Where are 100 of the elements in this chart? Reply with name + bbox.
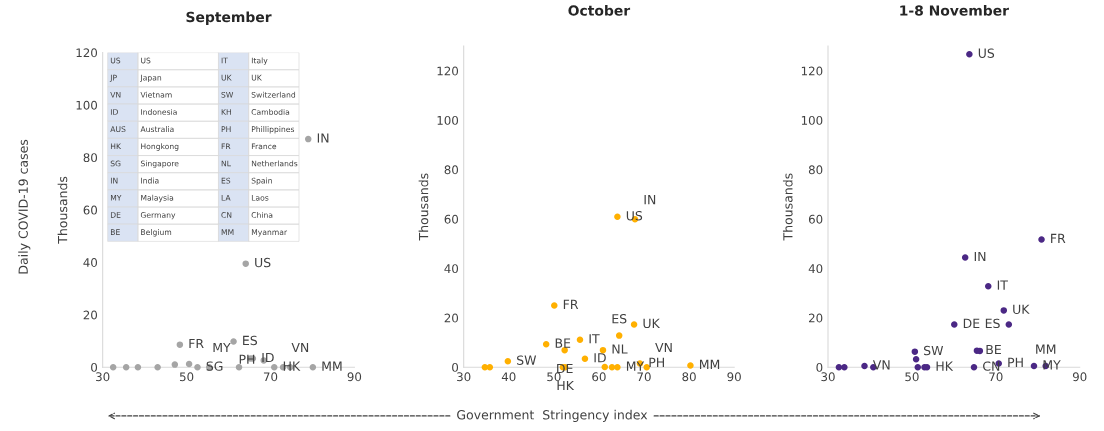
- data-label: US: [978, 48, 995, 58]
- point: [122, 363, 130, 371]
- data-label: FR: [189, 339, 204, 349]
- data-label: PH: [1008, 357, 1023, 367]
- point: [970, 363, 978, 371]
- point: [304, 135, 312, 143]
- point: [1038, 236, 1045, 243]
- point: [914, 363, 922, 371]
- y-tick-label: 60: [444, 214, 459, 224]
- y-tick-label: 20: [808, 313, 823, 323]
- point: [486, 363, 494, 371]
- point: [171, 361, 179, 368]
- point: [309, 363, 317, 371]
- point: [109, 363, 117, 371]
- x-tick-label: 40: [501, 372, 516, 382]
- y-tick-label: 80: [808, 165, 823, 175]
- data-label: US: [255, 257, 271, 268]
- point: [614, 213, 621, 221]
- data-label: ES: [612, 314, 627, 324]
- y-tick-label: 100: [76, 100, 98, 110]
- data-label: MY: [213, 343, 231, 353]
- data-label: SW: [924, 345, 944, 356]
- x-tick-label: 60: [592, 372, 606, 382]
- data-label: ES: [985, 318, 1000, 329]
- point: [176, 341, 184, 348]
- data-label: NL: [612, 344, 628, 354]
- point: [630, 321, 638, 328]
- data-label: IT: [997, 280, 1008, 290]
- data-label: MY: [626, 361, 645, 371]
- point: [576, 336, 584, 344]
- y-tick-label: 0: [452, 362, 459, 372]
- y-tick-label: 0: [816, 362, 823, 372]
- y-axis-title: Thousands: [418, 173, 429, 241]
- y-axis-title: Thousands: [57, 176, 68, 244]
- y-tick-label: 120: [437, 66, 459, 76]
- data-label: HK: [557, 380, 575, 391]
- point: [985, 282, 992, 290]
- y-tick-label: 40: [444, 264, 459, 274]
- data-label: ES: [243, 335, 258, 346]
- data-label: US: [626, 210, 643, 221]
- point: [912, 356, 920, 363]
- chart-title: October: [568, 5, 631, 16]
- x-tick-label: 50: [179, 372, 194, 382]
- text: Government Stringency index: [457, 409, 648, 422]
- data-label: HK: [283, 361, 301, 371]
- point: [911, 348, 919, 355]
- y-tick-label: 80: [83, 153, 98, 163]
- data-label: IT: [589, 334, 600, 344]
- text: Daily COVID-19 cases: [18, 139, 31, 274]
- data-label: SG: [206, 361, 223, 371]
- y-axis-title: Thousands: [782, 173, 793, 241]
- chart-title: 1-8 November: [900, 5, 1009, 16]
- point: [951, 321, 958, 328]
- point: [861, 362, 868, 370]
- data-label: UK: [1013, 304, 1030, 315]
- y-tick-label: 40: [83, 258, 98, 267]
- y-tick-label: 40: [808, 264, 823, 274]
- point: [1030, 362, 1038, 370]
- y-tick-label: 20: [444, 313, 459, 323]
- point: [961, 254, 969, 261]
- data-label: FR: [1051, 233, 1066, 243]
- data-label: PH: [649, 357, 664, 367]
- point: [581, 355, 589, 363]
- x-tick-label: 90: [727, 372, 741, 382]
- data-label: ID: [594, 353, 606, 363]
- y-tick-label: 80: [444, 165, 459, 175]
- data-label: FR: [563, 299, 579, 309]
- point: [1005, 321, 1013, 328]
- point: [242, 260, 249, 267]
- x-tick-label: 80: [682, 372, 696, 382]
- point: [841, 363, 848, 371]
- y-tick-label: 60: [83, 205, 98, 215]
- point: [615, 332, 623, 339]
- x-tick-label: 50: [547, 372, 561, 382]
- point: [687, 362, 694, 369]
- data-label: CN: [983, 361, 1000, 371]
- point: [185, 360, 193, 368]
- point: [1000, 307, 1008, 314]
- data-label: VN: [291, 343, 309, 353]
- data-label: SW: [517, 355, 537, 365]
- point: [542, 340, 550, 348]
- point: [504, 358, 512, 365]
- data-label: DE: [963, 318, 980, 328]
- point: [134, 363, 142, 371]
- x-tick-label: 70: [637, 372, 651, 382]
- x-tick-label: 30: [96, 372, 110, 382]
- x-tick-label: 30: [821, 372, 835, 382]
- x-tick-label: 50: [905, 372, 919, 382]
- point: [154, 363, 161, 371]
- x-tick-label: 90: [347, 372, 362, 382]
- data-label: BE: [555, 338, 571, 348]
- data-label: MM: [699, 359, 720, 369]
- data-label: MM: [322, 361, 342, 371]
- y-tick-label: 60: [808, 214, 823, 224]
- data-label: VN: [872, 360, 890, 370]
- y-tick-label: 20: [83, 310, 98, 320]
- data-label: IN: [974, 251, 986, 261]
- point: [551, 302, 558, 309]
- y-tick-label: 0: [91, 362, 98, 372]
- data-label: IN: [644, 195, 656, 205]
